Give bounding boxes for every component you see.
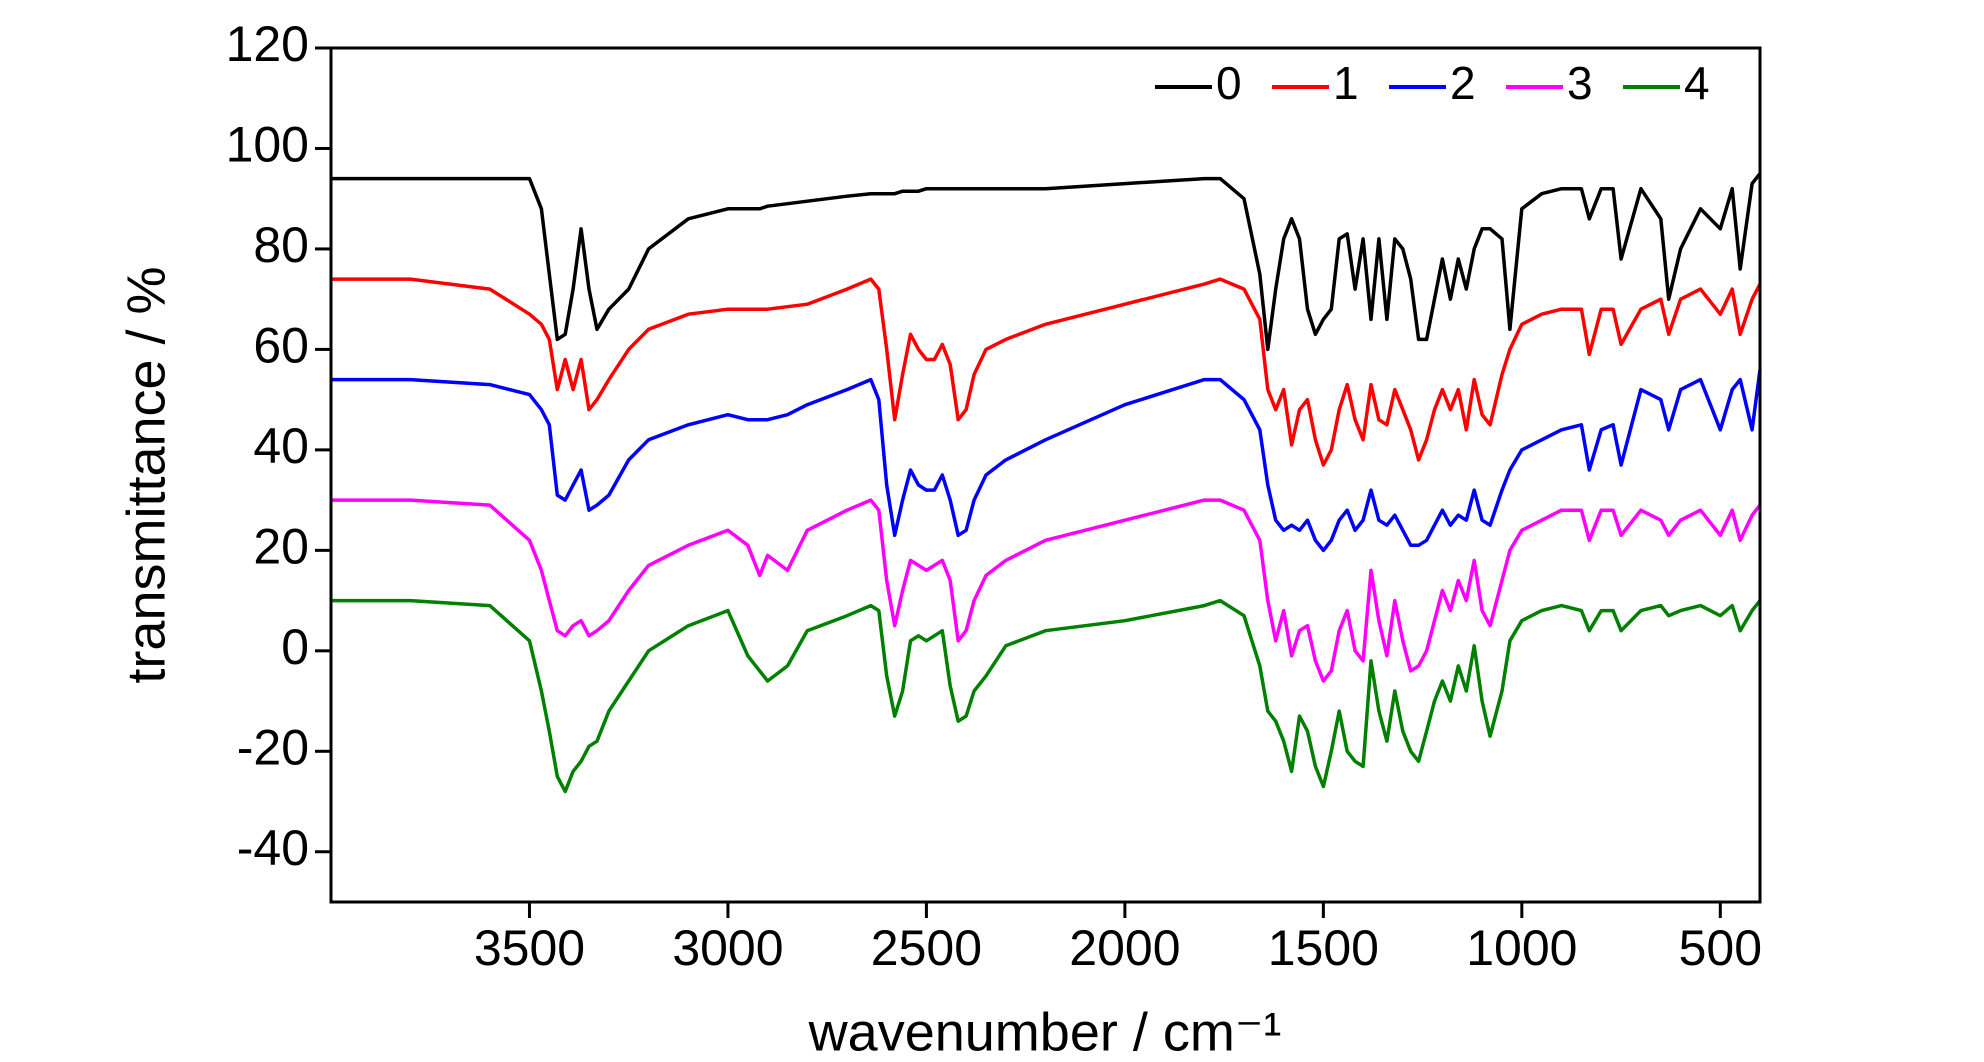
legend-label: 4	[1684, 57, 1710, 109]
y-tick-label: 0	[281, 619, 309, 675]
x-tick-label: 3000	[672, 920, 783, 976]
x-axis-label: wavenumber / cm⁻¹	[808, 1002, 1282, 1062]
y-tick-label: 40	[253, 418, 309, 474]
series-line	[331, 498, 1762, 683]
y-tick-label: -20	[237, 719, 309, 775]
x-tick-label: 3500	[474, 920, 585, 976]
y-tick-label: -40	[237, 820, 309, 876]
series-line	[331, 598, 1762, 794]
legend-label: 2	[1450, 57, 1476, 109]
legend-label: 1	[1333, 57, 1359, 109]
x-tick-label: 1500	[1268, 920, 1379, 976]
x-tick-label: 500	[1679, 920, 1762, 976]
y-tick-label: 60	[253, 318, 309, 374]
y-axis-label: transmittance / %	[116, 266, 176, 683]
plot-frame	[329, 46, 1762, 904]
y-tick-label: 120	[226, 16, 309, 72]
series-line	[331, 172, 1762, 352]
y-tick-label: 100	[226, 117, 309, 173]
y-tick-label: 20	[253, 519, 309, 575]
series-line	[331, 369, 1762, 553]
legend-label: 0	[1216, 57, 1242, 109]
legend-label: 3	[1567, 57, 1593, 109]
x-tick-label: 2000	[1069, 920, 1180, 976]
y-tick-label: 80	[253, 217, 309, 273]
x-tick-label: 1000	[1466, 920, 1577, 976]
series-line	[331, 277, 1762, 467]
x-tick-label: 2500	[871, 920, 982, 976]
